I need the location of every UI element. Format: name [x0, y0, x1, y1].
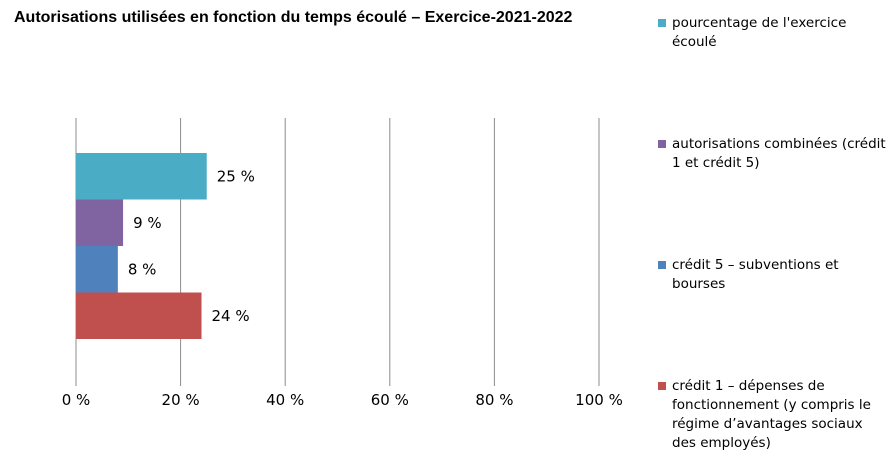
legend-label: crédit 5 – subventions et bourses: [672, 257, 839, 292]
x-tick-label: 80 %: [475, 391, 513, 409]
bars: [76, 153, 207, 339]
data-labels: 25 % 9 % 8 % 24 %: [128, 167, 255, 325]
x-tick-label: 0 %: [62, 391, 91, 409]
x-tick-label: 60 %: [371, 391, 409, 409]
data-label: 8 %: [128, 260, 157, 278]
bar: [76, 292, 202, 339]
x-tick-label: 40 %: [266, 391, 304, 409]
legend: pourcentage de l'exercice écoulé autoris…: [658, 0, 893, 460]
data-label: 24 %: [212, 307, 250, 325]
legend-swatch: [658, 140, 666, 148]
data-label: 25 %: [217, 167, 255, 185]
gridlines: [75, 118, 600, 386]
legend-label: autorisations combinées (crédit 1 et cré…: [672, 136, 886, 171]
bar: [76, 246, 118, 293]
x-tick-labels: 0 % 20 % 40 % 60 % 80 % 100 %: [62, 391, 623, 409]
bar: [76, 153, 207, 200]
legend-swatch: [658, 261, 666, 269]
x-tick-label: 20 %: [162, 391, 200, 409]
bar: [76, 199, 124, 246]
x-tick-label: 100 %: [575, 391, 623, 409]
legend-label: crédit 1 – dépenses de fonctionnement (y…: [672, 378, 871, 451]
chart-title: Autorisations utilisées en fonction du t…: [14, 9, 573, 26]
legend-swatch: [658, 382, 666, 390]
legend-label: pourcentage de l'exercice écoulé: [672, 15, 847, 50]
data-label: 9 %: [133, 214, 162, 232]
legend-swatch: [658, 19, 666, 27]
